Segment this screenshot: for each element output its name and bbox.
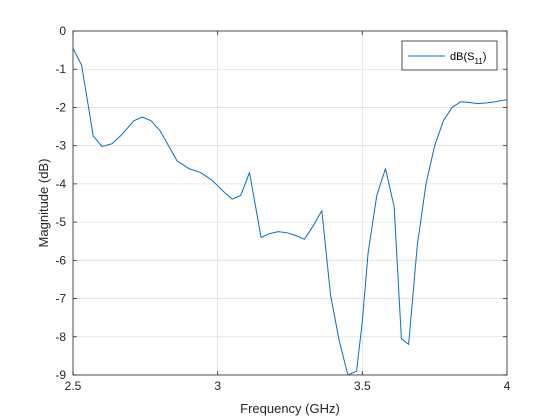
plot-area <box>73 31 507 375</box>
series-line-s11 <box>73 47 507 375</box>
y-tick-label: -3 <box>55 139 66 153</box>
y-tick-label: -2 <box>55 100 66 114</box>
y-tick-label: -6 <box>55 253 66 267</box>
legend-label-main: dB(S <box>450 51 474 63</box>
y-tick-label: -9 <box>55 368 66 382</box>
x-axis-label: Frequency (GHz) <box>240 401 340 416</box>
series-layer <box>73 47 507 375</box>
axes: 2.5 3 3.5 4 0 -1 -2 -3 -4 -5 -6 -7 -8 -9 <box>55 24 510 393</box>
y-tick-label: -8 <box>55 330 66 344</box>
axes-box <box>72 30 508 376</box>
y-tick-label: -1 <box>55 62 66 76</box>
y-axis-label: Magnitude (dB) <box>36 159 51 248</box>
y-tick-label: -4 <box>55 177 66 191</box>
legend-label-s11: dB(S11) <box>450 51 486 66</box>
y-tick-label: -7 <box>55 292 66 306</box>
x-tick-label: 3.5 <box>354 379 371 393</box>
y-tick-label: 0 <box>59 24 66 38</box>
y-tick-label: -5 <box>55 215 66 229</box>
x-tick-label: 4 <box>504 379 511 393</box>
legend-label-close: ) <box>483 51 487 63</box>
legend: dB(S11) <box>401 40 498 71</box>
legend-label-subscript: 11 <box>474 57 483 66</box>
x-tick-label: 2.5 <box>65 379 82 393</box>
x-tick-label: 3 <box>214 379 221 393</box>
